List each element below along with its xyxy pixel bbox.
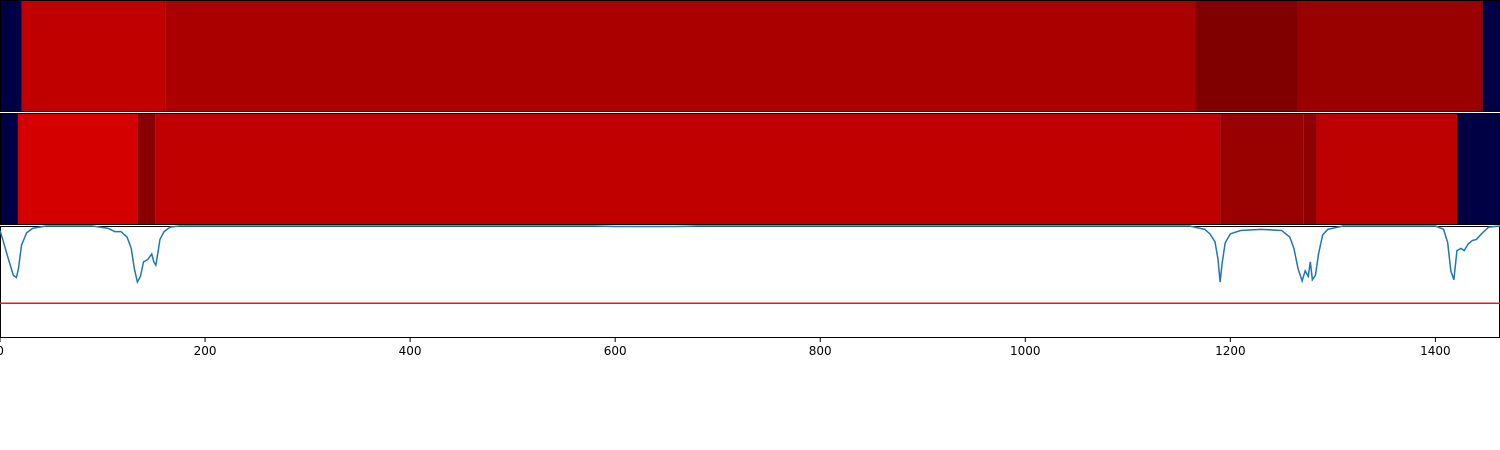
heatmap-cell [1220,113,1304,225]
heatmap-cell [1482,0,1500,112]
x-tick-label: 800 [809,344,832,358]
heatmap-cell [21,0,166,112]
x-tick-label: 0 [0,344,4,358]
heatmap-cell [137,113,156,225]
x-tick-label: 1200 [1215,344,1246,358]
heatmap-cell [1456,113,1500,225]
heatmap-cell [1195,0,1297,112]
x-tick-label: 1400 [1420,344,1451,358]
heatmap-cell [0,113,18,225]
heatmap-cell [1316,113,1457,225]
x-tick-label: 600 [604,344,627,358]
heatmap-cell [155,113,1221,225]
heatmap-cell [1296,0,1483,112]
heatmap-cell [0,0,22,112]
x-tick-label: 400 [399,344,422,358]
data-line [0,225,1500,285]
x-tick-label: 200 [194,344,217,358]
panel-frame [0,226,1500,338]
heatmap-cell [1303,113,1317,225]
heatmap-cell [17,113,138,225]
heatmap-cell [165,0,1196,112]
x-tick-label: 1000 [1010,344,1041,358]
